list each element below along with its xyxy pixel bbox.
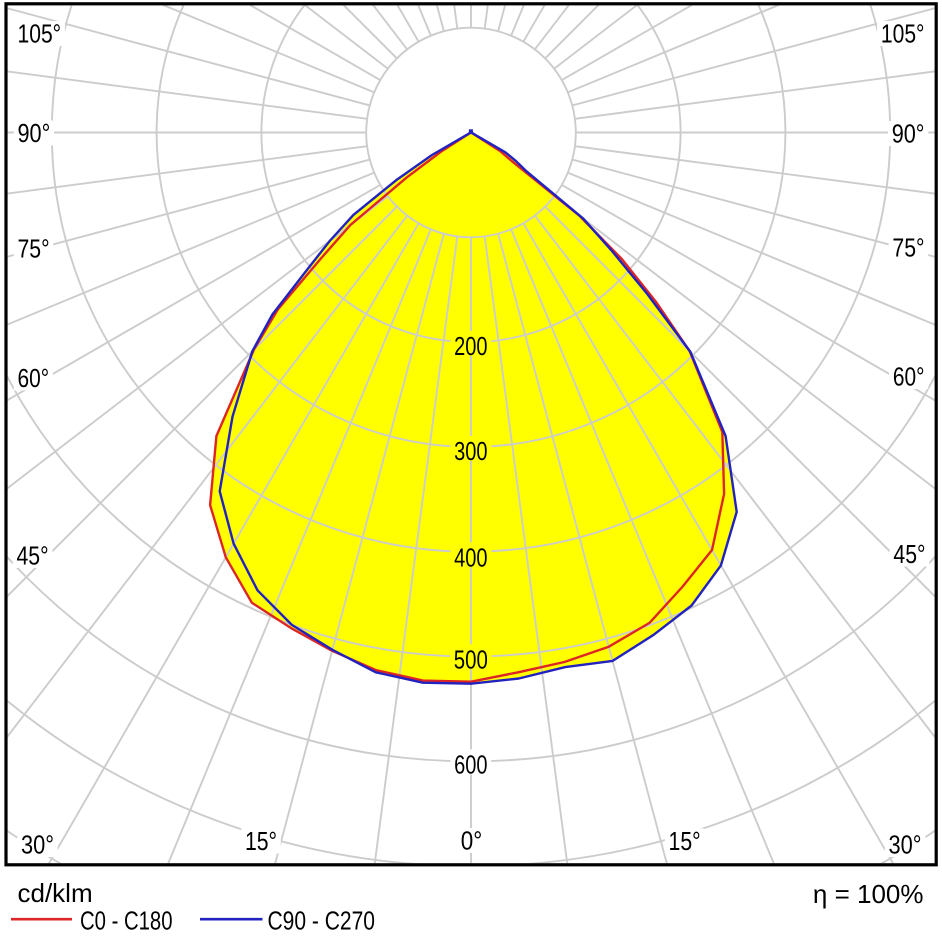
svg-text:60°: 60° — [893, 362, 925, 392]
svg-text:300: 300 — [454, 436, 487, 466]
svg-text:105°: 105° — [18, 19, 62, 49]
svg-text:105°: 105° — [881, 19, 925, 49]
svg-text:η = 100%: η = 100% — [813, 879, 924, 909]
svg-text:600: 600 — [454, 750, 487, 780]
svg-text:45°: 45° — [17, 540, 49, 570]
svg-text:400: 400 — [454, 543, 487, 573]
svg-text:500: 500 — [454, 644, 488, 674]
svg-text:60°: 60° — [18, 363, 50, 393]
svg-text:90°: 90° — [18, 118, 51, 148]
svg-text:C0 - C180: C0 - C180 — [80, 905, 173, 935]
svg-text:15°: 15° — [245, 826, 277, 856]
svg-text:C90 - C270: C90 - C270 — [268, 905, 376, 935]
svg-text:45°: 45° — [893, 539, 925, 569]
svg-text:30°: 30° — [21, 830, 54, 860]
svg-text:75°: 75° — [892, 233, 924, 263]
svg-text:30°: 30° — [889, 830, 922, 860]
svg-text:90°: 90° — [892, 119, 925, 149]
svg-text:cd/klm: cd/klm — [18, 878, 93, 908]
svg-text:200: 200 — [454, 331, 487, 361]
svg-text:15°: 15° — [669, 826, 701, 856]
svg-text:0°: 0° — [461, 826, 483, 856]
svg-text:75°: 75° — [18, 234, 50, 264]
